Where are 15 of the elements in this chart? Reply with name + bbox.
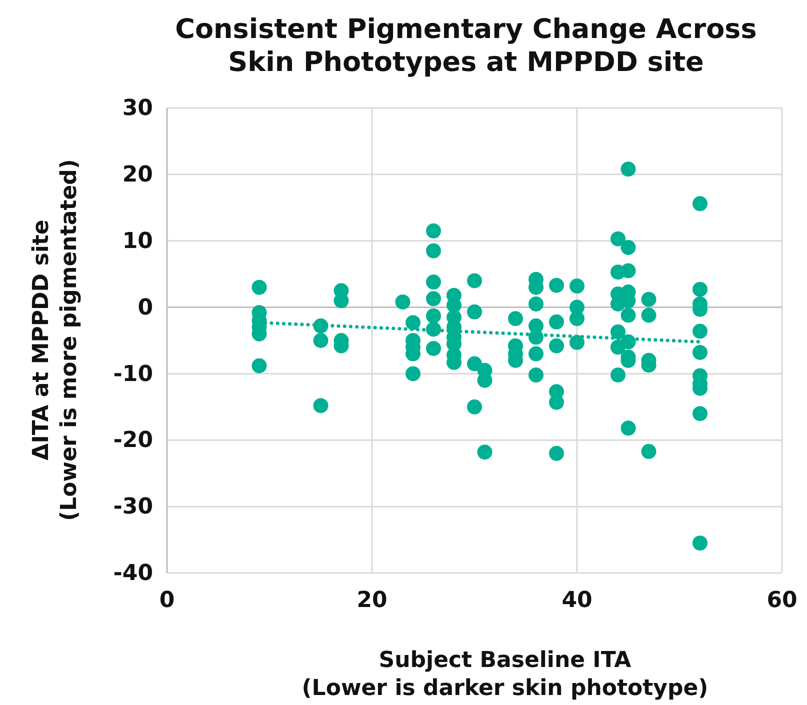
y-tick-label: 30	[122, 96, 153, 122]
y-tick-label: 20	[122, 162, 153, 188]
x-tick-label: 40	[562, 588, 592, 613]
y-tick-label: -30	[113, 494, 153, 520]
x-axis-title: Subject Baseline ITA (Lower is darker skin phototype)	[302, 648, 708, 701]
y-tick-label: -10	[113, 362, 153, 387]
x-tick-label: 60	[766, 588, 798, 613]
y-tick-label: 10	[122, 228, 153, 254]
chart-title: Consistent Pigmentary Change Across Skin Phototypes at MPPDD site	[175, 14, 757, 78]
x-tick-label: 20	[356, 588, 388, 613]
x-tick-label: 0	[159, 588, 175, 613]
y-tick-label: -20	[113, 428, 153, 454]
y-tick-label: -40	[113, 561, 153, 586]
y-tick-label: 0	[138, 295, 153, 320]
y-axis-title: ΔITA at MPPDD site (Lower is more pigmentated)	[29, 159, 82, 521]
